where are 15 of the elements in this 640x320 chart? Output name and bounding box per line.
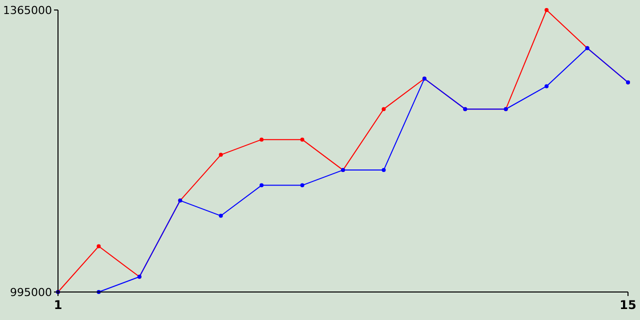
point [218,214,223,218]
point [300,183,304,188]
point [544,84,549,88]
y-tick-label: 1365000 [3,4,52,17]
point [382,107,386,112]
point [218,152,223,157]
point [96,244,101,248]
x-tick-label: 15 [620,298,636,312]
point [544,8,549,12]
point [260,183,264,188]
point [260,138,264,142]
y-tick-label: 995000 [10,286,52,299]
point [382,168,386,172]
point [300,138,304,142]
x-tick-label: 1 [54,298,62,312]
